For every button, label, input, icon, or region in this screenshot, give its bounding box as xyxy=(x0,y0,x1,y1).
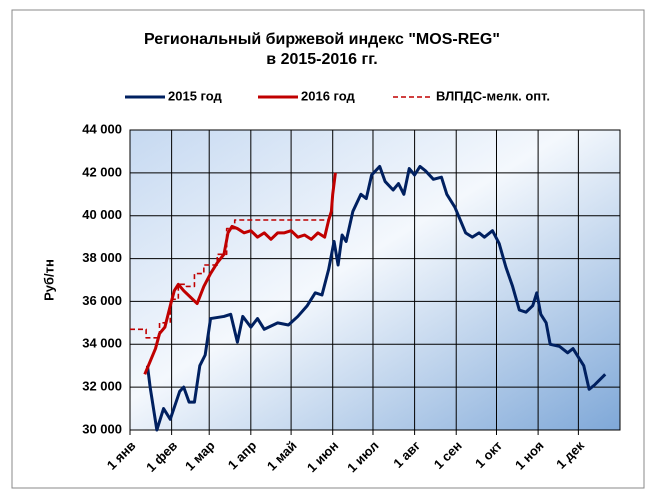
y-tick-label: 36 000 xyxy=(82,293,122,308)
legend-label: 2016 год xyxy=(301,88,356,103)
legend-label: ВЛПДС-мелк. опт. xyxy=(436,88,550,103)
y-tick-label: 32 000 xyxy=(82,379,122,394)
y-tick-label: 34 000 xyxy=(82,336,122,351)
y-tick-label: 38 000 xyxy=(82,250,122,265)
plot-border xyxy=(129,129,621,431)
y-axis-label: Руб/тн xyxy=(41,259,56,301)
chart-subtitle: в 2015-2016 гг. xyxy=(266,51,377,68)
chart-title: Региональный биржевой индекс "MOS-REG" xyxy=(144,31,500,48)
y-tick-label: 30 000 xyxy=(82,421,122,436)
y-tick-label: 44 000 xyxy=(82,121,122,136)
line-series xyxy=(130,219,329,339)
line-series xyxy=(145,164,607,432)
line-series xyxy=(143,172,337,375)
y-tick-label: 42 000 xyxy=(82,164,122,179)
y-tick-label: 40 000 xyxy=(82,207,122,222)
plot-area xyxy=(130,130,620,430)
legend-label: 2015 год xyxy=(168,88,223,103)
